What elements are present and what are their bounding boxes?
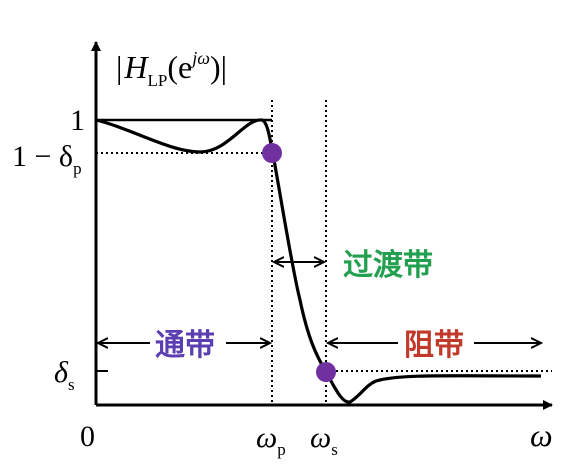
tick-label-one-minus-delta-p: 1 − δp bbox=[12, 140, 82, 178]
stopband-label: 阻带 bbox=[404, 328, 464, 363]
y-axis-label: |HLP(ejω)| bbox=[116, 48, 227, 90]
tick-label-one: 1 bbox=[70, 104, 85, 137]
magnitude-response-curve bbox=[95, 118, 542, 404]
passband-label: 通带 bbox=[155, 328, 215, 363]
origin-label: 0 bbox=[80, 420, 95, 453]
transition-band-label: 过渡带 bbox=[343, 248, 433, 283]
tick-label-delta-s: δs bbox=[54, 356, 75, 394]
tick-label-omega-p: ωp bbox=[256, 421, 286, 459]
tick-label-omega-s: ωs bbox=[310, 421, 338, 459]
stopband-edge-marker bbox=[316, 362, 336, 382]
x-axis-label: ω bbox=[530, 417, 553, 453]
passband-edge-marker bbox=[262, 143, 282, 163]
